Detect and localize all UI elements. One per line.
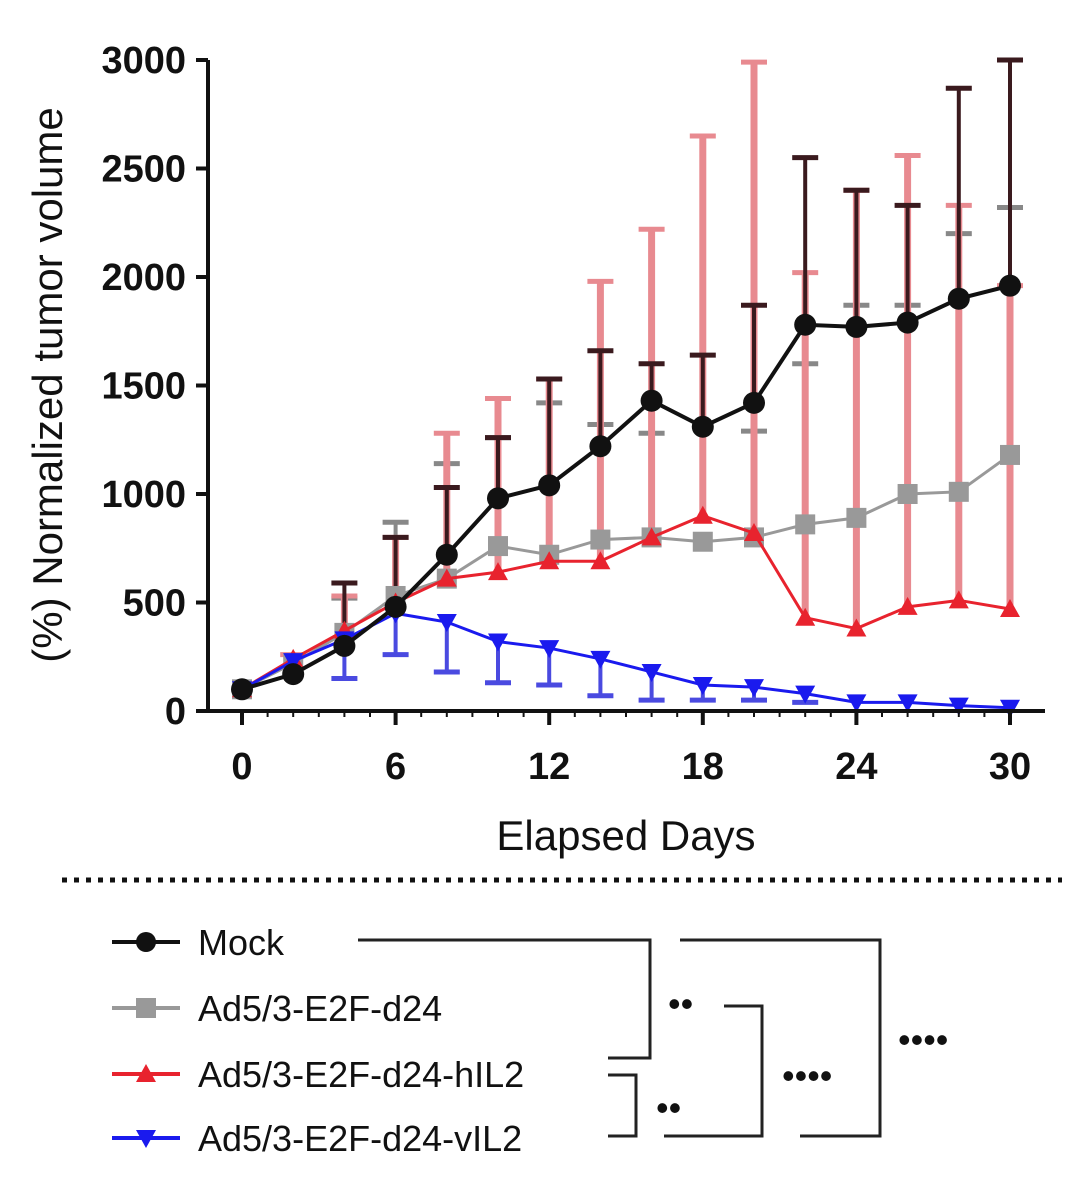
data-point [488, 562, 508, 581]
legend-marker [136, 998, 156, 1018]
legend-marker [136, 1064, 156, 1082]
series-line [241, 611, 1011, 710]
series-line [241, 453, 1011, 691]
data-point [436, 568, 457, 587]
data-point [487, 487, 509, 510]
data-point [948, 697, 969, 716]
data-point [590, 529, 611, 550]
data-point [897, 596, 918, 615]
legend-label: Ad5/3-E2F-d24-hIL2 [198, 1054, 524, 1095]
series-3 [232, 605, 1020, 718]
data-point [692, 531, 713, 552]
data-point [436, 614, 457, 633]
data-point [539, 640, 560, 659]
x-tick-label: 6 [385, 746, 406, 788]
legend: Mock Ad5/3-E2F-d24 Ad5/3-E2F-d24-hIL2 Ad5/3… [112, 922, 524, 1159]
legend-label: Ad5/3-E2F-d24 [198, 988, 442, 1029]
data-point [999, 274, 1021, 297]
sig-e2f-vs-vil2: •••• [782, 1055, 832, 1096]
data-point [488, 633, 508, 652]
series-0 [231, 274, 1021, 701]
data-point [1000, 699, 1020, 718]
data-point [948, 481, 969, 502]
legend-label: Ad5/3-E2F-d24-vIL2 [198, 1118, 522, 1159]
data-point [435, 543, 458, 566]
data-point [231, 678, 253, 701]
data-point [384, 595, 407, 618]
y-tick-label: 2000 [101, 257, 186, 299]
data-point [846, 618, 867, 637]
legend-label: Mock [198, 922, 285, 963]
data-point [795, 514, 816, 535]
x-tick-label: 18 [682, 746, 724, 788]
data-point [743, 391, 765, 414]
data-point [744, 523, 764, 542]
data-point [641, 527, 662, 546]
data-point [897, 694, 918, 713]
data-point [744, 679, 764, 698]
y-tick-label: 3000 [101, 40, 186, 82]
x-axis-label: Elapsed Days [496, 812, 755, 859]
data-point [846, 507, 867, 528]
data-point [590, 650, 611, 669]
series-line [241, 514, 1011, 691]
x-tick-label: 12 [528, 746, 570, 788]
data-point [896, 311, 919, 334]
data-point [794, 313, 817, 336]
y-tick-label: 2500 [101, 149, 186, 191]
sig-mock-vs-e2f: •• [668, 983, 693, 1024]
data-point [691, 415, 714, 438]
data-point [590, 551, 611, 570]
data-point [846, 694, 867, 713]
series-1 [232, 444, 1020, 700]
data-point [538, 474, 561, 497]
data-point [897, 484, 918, 504]
data-point [1000, 599, 1020, 618]
data-point [692, 505, 713, 524]
legend-item: Ad5/3-E2F-d24-hIL2 [112, 1054, 524, 1095]
sig-hil2-vs-vil2: •• [656, 1087, 681, 1128]
y-tick-label: 1500 [101, 366, 186, 408]
x-tick-label: 24 [835, 746, 877, 788]
data-point [1000, 444, 1020, 465]
data-point [282, 663, 305, 686]
series-line [241, 283, 1011, 692]
data-point [488, 536, 508, 557]
sig-mock-vs-vil2: •••• [898, 1019, 948, 1060]
y-tick-label: 500 [123, 583, 186, 625]
legend-marker [136, 932, 156, 952]
data-point [333, 634, 356, 657]
legend-item: Ad5/3-E2F-d24 [112, 988, 442, 1029]
legend-item: Mock [112, 922, 285, 963]
data-point [845, 315, 868, 338]
significance-brackets [358, 938, 882, 1138]
data-point [589, 435, 612, 458]
data-point [947, 287, 970, 310]
data-point [948, 590, 969, 609]
data-point [795, 685, 816, 704]
x-tick-label: 0 [231, 746, 252, 788]
legend-item: Ad5/3-E2F-d24-vIL2 [112, 1118, 522, 1159]
data-point [795, 607, 816, 626]
data-point [641, 663, 662, 682]
y-tick-label: 1000 [101, 474, 186, 516]
series-2 [232, 505, 1020, 698]
x-tick-label: 30 [989, 746, 1031, 788]
data-point [640, 389, 663, 412]
data-point [283, 653, 304, 672]
data-point [692, 676, 713, 695]
y-axis-label: (%) Normalized tumor volume [24, 107, 71, 662]
data-point [539, 551, 560, 570]
legend-marker [136, 1130, 156, 1148]
y-tick-label: 0 [165, 691, 186, 733]
